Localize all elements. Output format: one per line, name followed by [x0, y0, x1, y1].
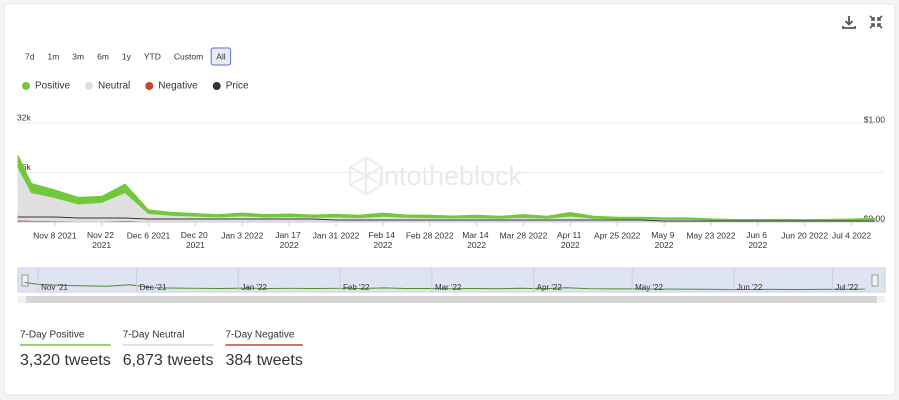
x-tick-label: Jan 17 2022 — [275, 230, 303, 250]
range-button-label[interactable]: YTD — [144, 51, 161, 61]
stat-label: 7-Day Positive — [20, 330, 85, 341]
x-tick-label: Jun 6 2022 — [746, 230, 769, 250]
range-button-box[interactable] — [67, 48, 90, 65]
range-button-label[interactable]: All — [216, 51, 226, 61]
range-button-label[interactable]: Custom — [174, 51, 203, 61]
range-button-box[interactable] — [168, 48, 209, 65]
legend-marker[interactable] — [145, 82, 154, 90]
stat-value: 3,320 tweets — [20, 352, 111, 369]
navigator-label: Jan '22 — [241, 283, 267, 292]
range-button-box[interactable] — [116, 48, 136, 65]
x-tick-label: Dec 20 2021 — [181, 230, 210, 250]
x-tick-label: Dec 6 2021 — [127, 230, 171, 240]
range-button[interactable]: Custom — [168, 48, 209, 65]
range-button-box[interactable] — [92, 48, 114, 65]
navigator-label: Apr '22 — [537, 283, 563, 292]
x-tick-label: Apr 11 2022 — [557, 230, 584, 250]
collapse-icon[interactable] — [869, 15, 883, 29]
navigator-label: Feb '22 — [343, 283, 370, 292]
range-button-label[interactable]: 7d — [25, 51, 35, 61]
stat-label: 7-Day Neutral — [123, 330, 185, 341]
x-tick-label: May 9 2022 — [651, 230, 677, 250]
range-button-label[interactable]: 1y — [122, 51, 132, 61]
legend-label[interactable]: Negative — [158, 81, 198, 92]
y-tick-label: 32k — [17, 112, 31, 122]
range-button[interactable]: 1m — [42, 48, 65, 65]
stat-value: 384 tweets — [225, 352, 302, 369]
x-tick-label: Jan 31 2022 — [313, 230, 360, 240]
range-button-box[interactable] — [138, 48, 166, 65]
watermark: intotheblock — [378, 161, 523, 191]
range-button-label[interactable]: 6m — [97, 51, 109, 61]
x-tick-label: Feb 14 2022 — [368, 230, 397, 250]
legend-marker[interactable] — [212, 82, 221, 90]
legend-label[interactable]: Positive — [35, 81, 70, 92]
range-button[interactable]: 3m — [67, 48, 90, 65]
scrollbar-thumb[interactable] — [26, 296, 877, 303]
navigator-label: Jul '22 — [835, 283, 858, 292]
x-tick-label: Jul 4 2022 — [832, 230, 871, 240]
range-button[interactable]: 7d — [20, 48, 40, 65]
download-icon[interactable] — [842, 16, 856, 29]
stat-value: 6,873 tweets — [123, 352, 214, 369]
price-line — [18, 216, 875, 222]
navigator-label: Jun '22 — [737, 283, 763, 292]
legend-label[interactable]: Price — [226, 81, 249, 92]
area — [17, 155, 876, 221]
range-button-box[interactable] — [210, 47, 232, 66]
x-tick-label: Feb 28 2022 — [406, 230, 454, 240]
watermark-logo — [349, 156, 383, 196]
range-button[interactable]: 1y — [116, 48, 136, 65]
legend-label[interactable]: Neutral — [98, 81, 130, 92]
x-tick-label: May 23 2022 — [686, 230, 735, 240]
x-tick-label: Jan 3 2022 — [221, 230, 263, 240]
y2-tick-label: $1.00 — [864, 114, 886, 124]
navigator-line — [24, 282, 866, 290]
range-button[interactable]: YTD — [138, 48, 166, 65]
x-tick-label: Mar 28 2022 — [500, 230, 548, 240]
navigator-label: Dec '21 — [140, 283, 167, 292]
navigator-label: May '22 — [635, 283, 663, 292]
navigator-label: Mar '22 — [435, 283, 462, 292]
legend-marker[interactable] — [22, 82, 30, 90]
x-tick-label: Mar 14 2022 — [462, 230, 491, 250]
range-button-box[interactable] — [20, 48, 40, 65]
stat-label: 7-Day Negative — [225, 330, 294, 341]
navigator-label: Nov '21 — [41, 283, 68, 292]
x-tick-label: Jun 20 2022 — [781, 230, 828, 240]
legend-marker[interactable] — [85, 82, 94, 90]
range-button-label[interactable]: 3m — [72, 51, 84, 61]
x-tick-label: Apr 25 2022 — [594, 230, 641, 240]
y-tick-label: 16k — [17, 162, 31, 172]
range-button-label[interactable]: 1m — [47, 51, 59, 61]
navigator-handle-right[interactable] — [871, 274, 879, 287]
x-tick-label: Nov 8 2021 — [33, 230, 77, 240]
range-button-box[interactable] — [42, 48, 65, 65]
navigator-handle-left[interactable] — [21, 274, 29, 287]
x-tick-label: Nov 22 2021 — [87, 230, 116, 250]
range-button[interactable]: All — [210, 47, 232, 66]
range-button[interactable]: 6m — [92, 48, 114, 65]
